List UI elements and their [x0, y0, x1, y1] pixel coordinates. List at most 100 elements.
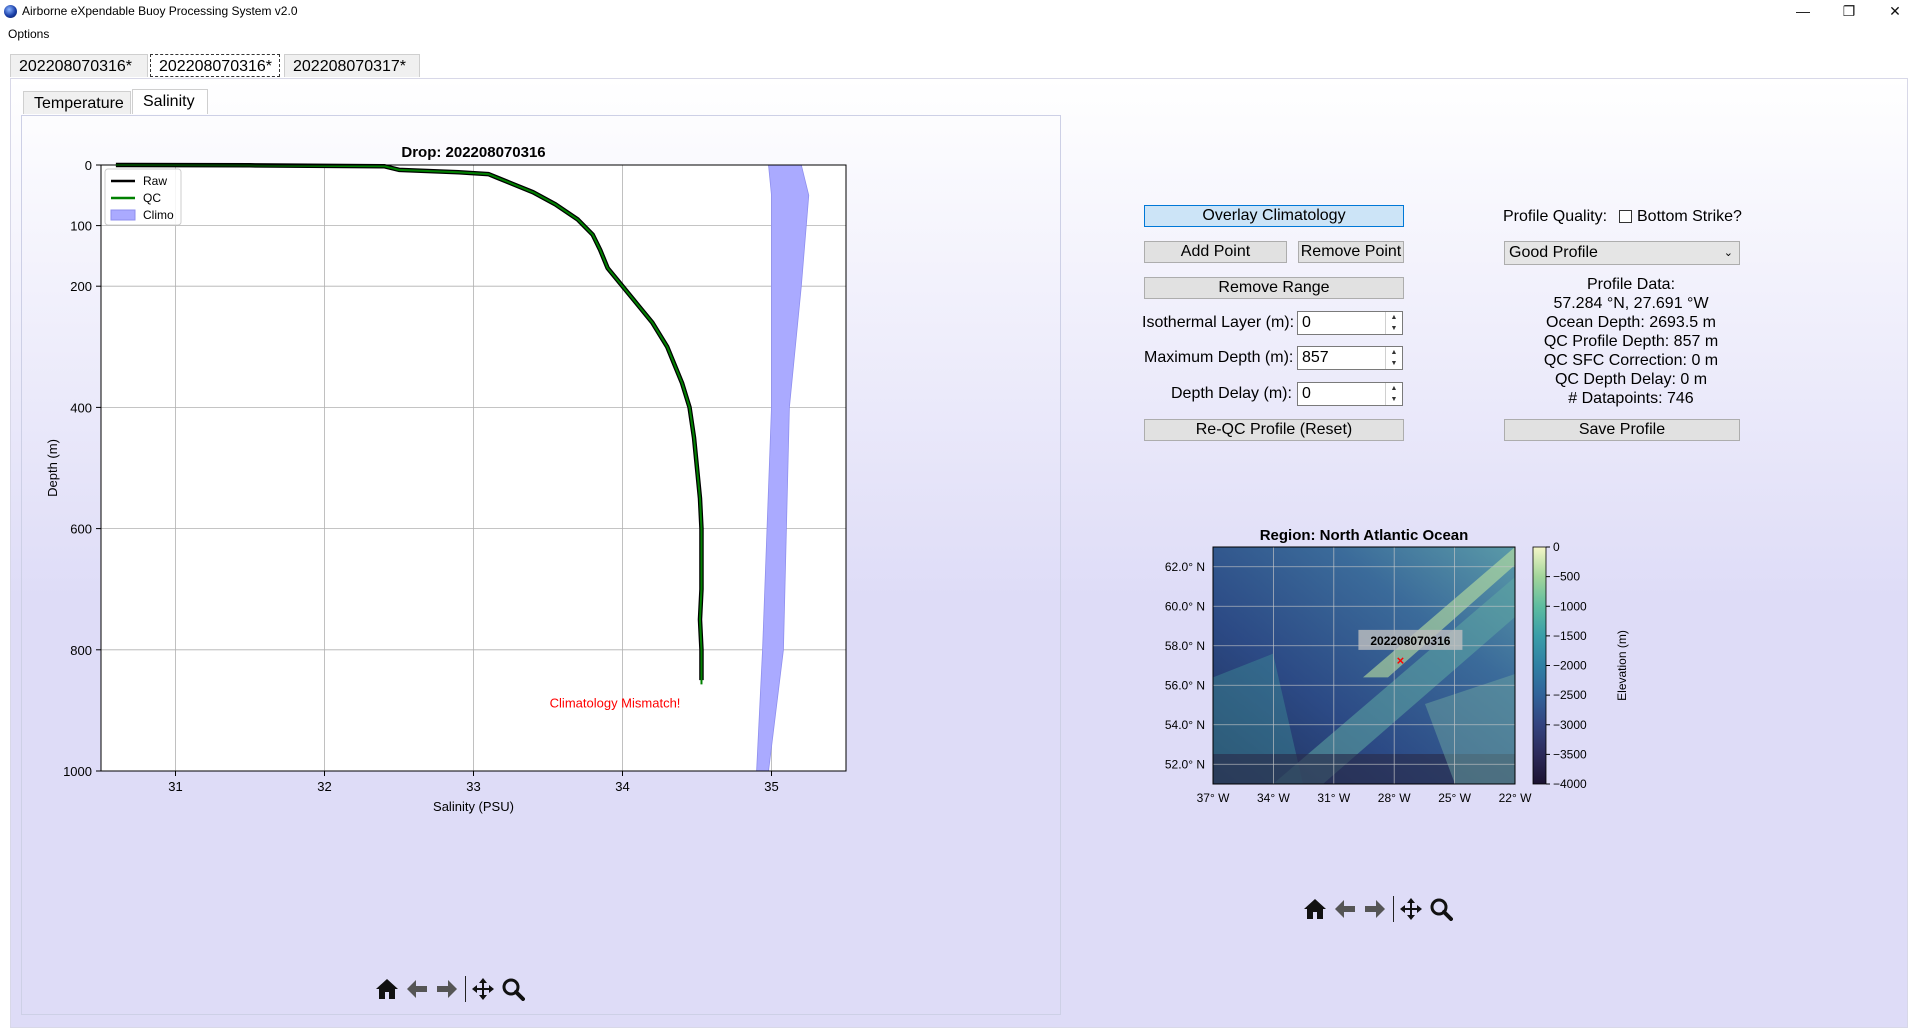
map-lon-tick-label: 34° W	[1257, 791, 1290, 805]
home-icon[interactable]	[375, 977, 399, 1001]
colorbar-tick-label: −3000	[1553, 718, 1587, 732]
map-back-arrow-icon[interactable]	[1333, 897, 1357, 921]
map-lon-tick-label: 22° W	[1499, 791, 1532, 805]
colorbar-tick-label: −1000	[1553, 599, 1587, 613]
menu-options[interactable]: Options	[8, 27, 50, 41]
zoom-icon[interactable]	[501, 977, 525, 1001]
tab-drop-2[interactable]: 202208070316*	[150, 54, 280, 77]
map-lon-tick-label: 37° W	[1197, 791, 1230, 805]
drop-label: 202208070316	[1370, 634, 1450, 648]
isothermal-layer-label: Isothermal Layer (m):	[1142, 314, 1295, 331]
colorbar	[1532, 546, 1547, 785]
forward-arrow-icon[interactable]	[435, 977, 459, 1001]
x-tick-label: 31	[168, 779, 182, 794]
map-lat-tick-label: 54.0° N	[1165, 718, 1205, 732]
tab-salinity[interactable]: Salinity	[132, 89, 208, 114]
window-title: Airborne eXpendable Buoy Processing Syst…	[22, 4, 298, 18]
qc-profile-line	[115, 164, 703, 685]
colorbar-tick-label: −2000	[1553, 659, 1587, 673]
x-axis-label: Salinity (PSU)	[433, 799, 514, 814]
isothermal-spin-arrows[interactable]: ▲ ▼	[1385, 312, 1402, 334]
title-bar: Airborne eXpendable Buoy Processing Syst…	[0, 0, 1920, 22]
legend-label-raw: Raw	[143, 174, 167, 188]
maximum-depth-input[interactable]: 857 ▲ ▼	[1297, 346, 1403, 370]
profile-quality-label: Profile Quality:	[1503, 208, 1608, 225]
toolbar-separator	[465, 976, 466, 1002]
add-point-button[interactable]: Add Point	[1144, 241, 1287, 263]
map-home-icon[interactable]	[1303, 897, 1327, 921]
colorbar-tick-label: −500	[1553, 570, 1580, 584]
colorbar-tick-label: 0	[1553, 540, 1560, 554]
restore-button[interactable]: ❐	[1842, 3, 1856, 19]
drop-label-box	[1358, 629, 1463, 650]
tab-temperature[interactable]: Temperature	[23, 91, 131, 114]
drop-marker: ×	[1397, 653, 1405, 668]
legend-label-qc: QC	[143, 191, 161, 205]
back-arrow-icon[interactable]	[405, 977, 429, 1001]
qc-sfc-correction: QC SFC Correction: 0 m	[1543, 352, 1719, 369]
map-lon-tick-label: 25° W	[1438, 791, 1471, 805]
depth-delay-input[interactable]: 0 ▲ ▼	[1297, 382, 1403, 406]
region-map-chart[interactable]: 37° W 34° W 31° W 28° W 25° W 22° W 52.0° N 54.…	[1131, 519, 1651, 859]
y-tick-label: 600	[70, 522, 92, 537]
map-lat-tick-label: 62.0° N	[1165, 560, 1205, 574]
isothermal-layer-value: 0	[1302, 314, 1311, 331]
close-button[interactable]: ✕	[1889, 3, 1901, 19]
y-tick-label: 400	[70, 400, 92, 415]
profile-data-panel: Profile Data: 57.284 °N, 27.691 °W Ocean…	[1481, 275, 1781, 408]
y-axis-label: Depth (m)	[45, 439, 60, 497]
plot-border	[100, 164, 847, 772]
reqc-profile-button[interactable]: Re-QC Profile (Reset)	[1144, 419, 1404, 441]
colorbar-tick-label: −3500	[1553, 747, 1587, 761]
depth-delay-value: 0	[1302, 385, 1311, 402]
menu-bar: Options	[0, 24, 1920, 44]
profile-quality-select[interactable]: Good Profile ⌄	[1504, 241, 1740, 265]
main-panel: Temperature Salinity 31 32 33 34 35 0 100 200 40…	[10, 78, 1908, 1028]
climatology-mismatch-warning: Climatology Mismatch!	[550, 695, 681, 710]
qc-profile-depth: QC Profile Depth: 857 m	[1543, 333, 1719, 350]
maximum-depth-spin-arrows[interactable]: ▲ ▼	[1385, 347, 1402, 369]
map-forward-arrow-icon[interactable]	[1363, 897, 1387, 921]
chart-title: Drop: 202208070316	[401, 144, 545, 161]
map-border	[1212, 546, 1516, 785]
y-tick-label: 1000	[63, 764, 92, 779]
map-lat-tick-label: 58.0° N	[1165, 639, 1205, 653]
depth-delay-label: Depth Delay (m):	[1171, 385, 1292, 402]
map-lat-tick-label: 60.0° N	[1165, 599, 1205, 613]
depth-delay-spin-arrows[interactable]: ▲ ▼	[1385, 383, 1402, 405]
map-pan-icon[interactable]	[1399, 897, 1423, 921]
colorbar-tick-label: −2500	[1553, 688, 1587, 702]
save-profile-button[interactable]: Save Profile	[1504, 419, 1740, 441]
chart-legend: Raw QC Climo	[104, 168, 182, 226]
bottom-strike-label: Bottom Strike?	[1637, 208, 1742, 225]
chevron-down-icon: ⌄	[1723, 247, 1733, 259]
map-lon-tick-label: 31° W	[1317, 791, 1350, 805]
tab-drop-3[interactable]: 202208070317*	[284, 54, 420, 77]
x-tick-label: 33	[466, 779, 480, 794]
isothermal-layer-input[interactable]: 0 ▲ ▼	[1297, 311, 1403, 335]
map-toolbar-separator	[1393, 896, 1394, 922]
salinity-plot-frame	[21, 115, 1061, 1015]
x-tick-label: 34	[615, 779, 629, 794]
remove-range-button[interactable]: Remove Range	[1144, 277, 1404, 299]
profile-data-heading: Profile Data:	[1586, 276, 1676, 293]
map-zoom-icon[interactable]	[1429, 897, 1453, 921]
maximum-depth-label: Maximum Depth (m):	[1144, 349, 1294, 366]
overlay-climatology-button[interactable]: Overlay Climatology	[1144, 205, 1404, 227]
qc-depth-delay: QC Depth Delay: 0 m	[1554, 371, 1708, 388]
pan-icon[interactable]	[471, 977, 495, 1001]
y-tick-label: 100	[70, 219, 92, 234]
bottom-strike-checkbox[interactable]	[1619, 210, 1632, 223]
x-tick-label: 32	[317, 779, 331, 794]
tab-drop-1[interactable]: 202208070316*	[10, 54, 148, 77]
y-tick-label: 800	[70, 643, 92, 658]
legend-label-climo: Climo	[143, 208, 174, 222]
minimize-button[interactable]: —	[1796, 3, 1810, 19]
y-tick-label: 200	[70, 279, 92, 294]
x-tick-label: 35	[764, 779, 778, 794]
remove-point-button[interactable]: Remove Point	[1298, 241, 1404, 263]
profile-quality-value: Good Profile	[1509, 244, 1598, 261]
legend-swatch-climo	[110, 209, 136, 221]
salinity-profile-chart[interactable]: 31 32 33 34 35 0 100 200 400 600 800 1000 Drop: 2022…	[31, 125, 1051, 945]
datapoint-count: # Datapoints: 746	[1568, 390, 1694, 407]
